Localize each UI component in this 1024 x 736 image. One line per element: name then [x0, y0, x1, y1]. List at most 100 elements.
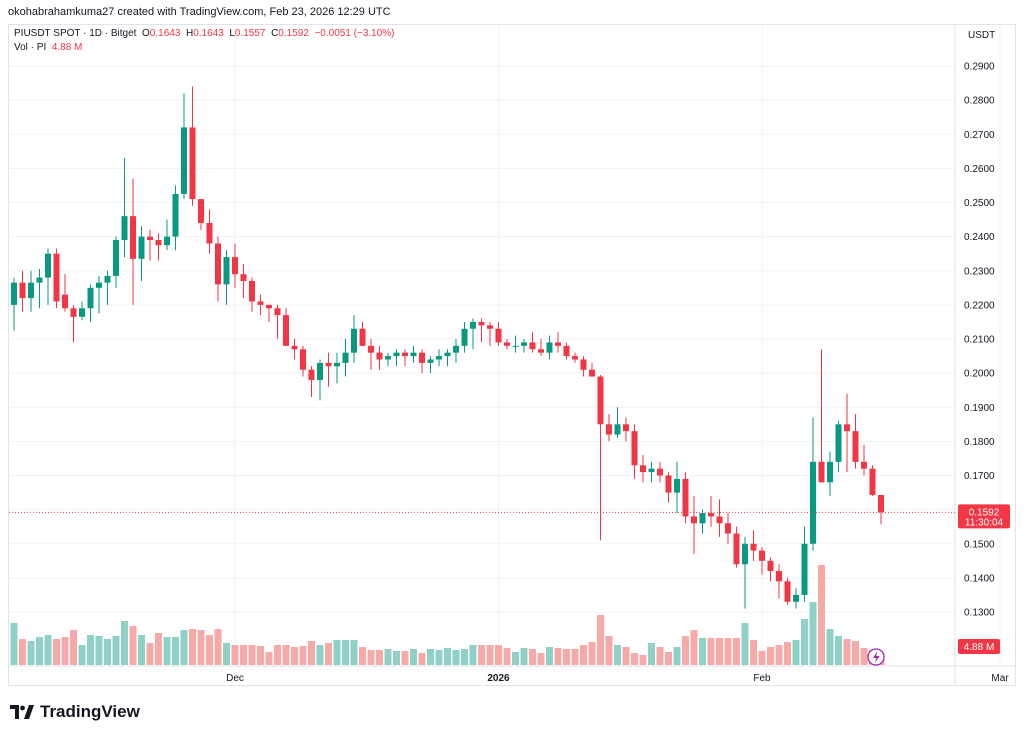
candle-body [79, 308, 85, 317]
candle-body [776, 571, 782, 582]
candle-body [155, 240, 162, 246]
candle-body [555, 342, 561, 346]
time-tick-label: 2026 [487, 673, 510, 684]
candle-body [45, 253, 51, 278]
candle-body [70, 308, 77, 317]
candle-body [419, 352, 425, 363]
price-tick-label: 0.2900 [964, 62, 995, 73]
price-tick-label: 0.2800 [964, 96, 995, 107]
volume-bar [673, 647, 681, 665]
volume-bar [486, 645, 494, 665]
candle-body [784, 581, 791, 602]
candle-body [198, 199, 204, 223]
candle-body [470, 321, 476, 329]
volume-bar [775, 645, 783, 665]
candle-body [385, 356, 391, 360]
time-axis: Dec 2026 Feb Mar [226, 673, 1009, 684]
candle-body [181, 127, 187, 194]
volume-tag-value: 4.88 M [964, 642, 995, 653]
volume-bar [818, 565, 825, 665]
candle-body [631, 431, 638, 466]
volume-bar [580, 645, 587, 665]
volume-bar [622, 647, 630, 665]
price-tick-label: 0.1400 [964, 573, 995, 584]
candle-body [427, 359, 434, 363]
volume-bar [223, 643, 230, 665]
volume-bar [435, 650, 443, 665]
volume-bar [308, 641, 315, 665]
volume-bar [342, 640, 349, 665]
price-tick-label: 0.2500 [964, 198, 995, 209]
volume-legend: Vol · PI 4.88 M [14, 42, 82, 53]
last-price-value: 0.1592 [969, 507, 1000, 518]
candle-body [478, 321, 485, 326]
volume-bar [639, 655, 647, 665]
volume-bar [478, 645, 485, 665]
tradingview-logo[interactable]: TradingView [10, 702, 140, 722]
candle-body [359, 328, 366, 346]
candle-body [62, 294, 68, 309]
volume-bar [852, 641, 859, 665]
volume-bar [512, 652, 519, 665]
ohlc-legend: PIUSDT SPOT · 1D · Bitget O0.1643 H0.164… [14, 28, 395, 39]
candle-body [878, 494, 884, 513]
candle-body [546, 342, 553, 353]
candle-body [691, 516, 697, 524]
volume-bar [10, 623, 18, 665]
volume-bar [299, 646, 307, 665]
volume-bar [571, 649, 579, 665]
candle-body [453, 345, 459, 353]
volume-bar [699, 638, 706, 665]
candle-body [164, 236, 170, 246]
candle-body [36, 277, 43, 283]
volume-bar [665, 652, 672, 665]
price-tick-label: 0.2400 [964, 232, 995, 243]
candle-body [325, 362, 332, 367]
volume-bar [248, 645, 256, 665]
volume-value: 4.88 M [51, 42, 83, 53]
volume-bar [350, 640, 358, 665]
price-tick-label: 0.2000 [964, 369, 995, 380]
candle-body [589, 369, 595, 377]
candle-body [104, 275, 111, 283]
volume-bar [682, 636, 689, 665]
volume-bar [36, 637, 43, 665]
candle-body [257, 301, 264, 305]
volume-bar [648, 643, 655, 665]
candle-body [623, 424, 629, 432]
candle-body [113, 240, 119, 276]
candle-body [266, 304, 272, 309]
volume-bar [495, 645, 502, 665]
candle-body [818, 461, 825, 483]
candle-body [504, 342, 510, 346]
open-value: 0.1643 [149, 28, 181, 39]
volume-bar [172, 637, 179, 665]
candle-body [121, 216, 128, 241]
volume-bar [469, 645, 477, 665]
volume-bar [78, 645, 86, 665]
candle-body [283, 315, 289, 346]
lightning-icon-bolt [873, 651, 880, 663]
volume-bar [605, 636, 613, 665]
candle-body [674, 478, 680, 493]
volume-bar [418, 653, 426, 665]
volume-bar [401, 651, 409, 665]
volume-bar [163, 637, 171, 665]
volume-bar [27, 641, 35, 665]
candle-body [708, 513, 714, 517]
candle-body [512, 345, 519, 347]
volume-bar [393, 651, 400, 665]
candle-body [189, 127, 196, 200]
candle-body [223, 257, 230, 285]
volume-label: Vol · PI [14, 42, 47, 53]
grid-lines [9, 25, 1015, 686]
volume-bar [631, 653, 638, 665]
price-tick-label: 0.1900 [964, 403, 995, 414]
candle-body [750, 543, 757, 551]
candle-body [351, 328, 357, 353]
high-label: H [185, 28, 194, 39]
candle-body [580, 359, 587, 370]
volume-bar [19, 639, 26, 665]
candle-body [172, 193, 179, 237]
